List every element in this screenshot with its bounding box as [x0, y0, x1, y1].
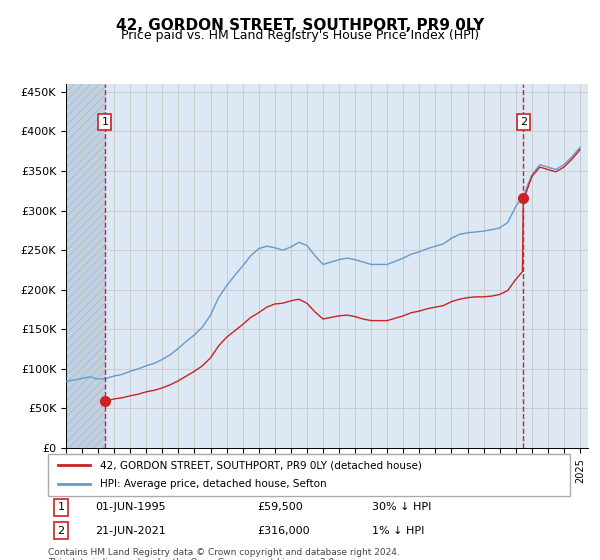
Text: 1: 1 [58, 502, 65, 512]
Text: 42, GORDON STREET, SOUTHPORT, PR9 0LY: 42, GORDON STREET, SOUTHPORT, PR9 0LY [116, 18, 484, 33]
Bar [66, 84, 105, 448]
Text: Contains HM Land Registry data © Crown copyright and database right 2024.
This d: Contains HM Land Registry data © Crown c… [48, 548, 400, 560]
Text: £59,500: £59,500 [257, 502, 302, 512]
Text: 42, GORDON STREET, SOUTHPORT, PR9 0LY (detached house): 42, GORDON STREET, SOUTHPORT, PR9 0LY (d… [100, 460, 422, 470]
Text: 1: 1 [101, 117, 109, 127]
Text: 2: 2 [520, 117, 527, 127]
FancyBboxPatch shape [48, 454, 570, 496]
Text: 01-JUN-1995: 01-JUN-1995 [95, 502, 166, 512]
Bar [66, 84, 105, 448]
Text: 2: 2 [58, 526, 65, 535]
Text: 30% ↓ HPI: 30% ↓ HPI [371, 502, 431, 512]
Text: HPI: Average price, detached house, Sefton: HPI: Average price, detached house, Seft… [100, 479, 327, 489]
Text: Price paid vs. HM Land Registry's House Price Index (HPI): Price paid vs. HM Land Registry's House … [121, 29, 479, 42]
Text: 21-JUN-2021: 21-JUN-2021 [95, 526, 166, 535]
Text: £316,000: £316,000 [257, 526, 310, 535]
Text: 1% ↓ HPI: 1% ↓ HPI [371, 526, 424, 535]
